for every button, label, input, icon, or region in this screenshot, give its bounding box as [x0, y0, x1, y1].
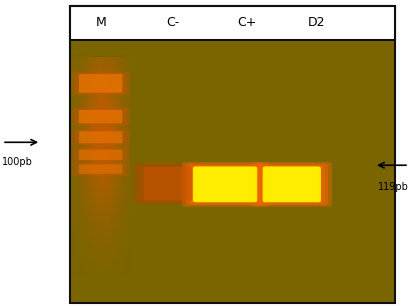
FancyBboxPatch shape [259, 165, 325, 204]
Text: C+: C+ [237, 17, 256, 29]
FancyBboxPatch shape [72, 129, 130, 145]
FancyBboxPatch shape [79, 164, 122, 174]
FancyBboxPatch shape [72, 162, 130, 176]
FancyBboxPatch shape [138, 165, 199, 203]
FancyBboxPatch shape [263, 166, 321, 202]
FancyBboxPatch shape [75, 73, 127, 94]
FancyBboxPatch shape [256, 163, 328, 205]
FancyBboxPatch shape [182, 162, 268, 207]
FancyBboxPatch shape [264, 167, 320, 202]
FancyBboxPatch shape [189, 165, 261, 204]
FancyBboxPatch shape [193, 166, 257, 202]
FancyBboxPatch shape [75, 163, 127, 175]
Text: D2: D2 [308, 17, 325, 29]
FancyBboxPatch shape [79, 131, 122, 143]
FancyBboxPatch shape [72, 108, 130, 125]
Text: 119pb: 119pb [378, 182, 409, 192]
Text: M: M [95, 17, 106, 29]
FancyBboxPatch shape [252, 162, 332, 207]
FancyBboxPatch shape [265, 167, 319, 202]
Bar [70, 6, 395, 303]
FancyBboxPatch shape [79, 74, 122, 93]
FancyBboxPatch shape [266, 167, 317, 201]
Polygon shape [70, 40, 395, 303]
FancyBboxPatch shape [75, 130, 127, 144]
FancyBboxPatch shape [196, 167, 254, 201]
FancyBboxPatch shape [134, 163, 203, 204]
FancyBboxPatch shape [194, 167, 256, 202]
FancyBboxPatch shape [79, 150, 122, 160]
FancyBboxPatch shape [79, 110, 122, 123]
FancyBboxPatch shape [72, 72, 130, 95]
FancyBboxPatch shape [72, 147, 130, 162]
FancyBboxPatch shape [186, 163, 264, 205]
Text: C-: C- [166, 17, 179, 29]
FancyBboxPatch shape [144, 167, 193, 200]
FancyBboxPatch shape [195, 167, 255, 202]
FancyBboxPatch shape [75, 148, 127, 161]
FancyBboxPatch shape [75, 109, 127, 125]
Bar [70, 6, 395, 40]
Text: 100pb: 100pb [2, 157, 33, 167]
